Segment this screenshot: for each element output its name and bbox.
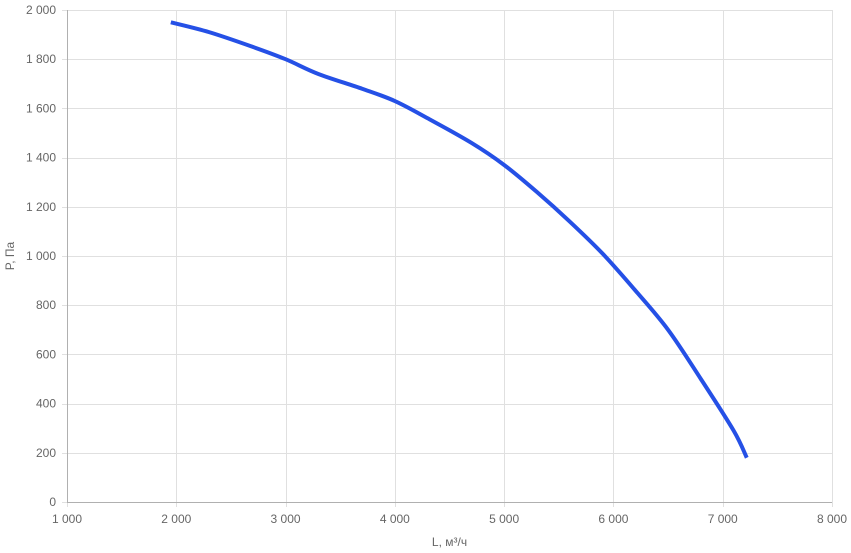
y-tick-label: 1 200 <box>26 200 56 214</box>
y-tick-label: 200 <box>36 446 56 460</box>
y-tick-label: 0 <box>49 495 56 509</box>
y-tick-label: 1 800 <box>26 52 56 66</box>
x-tick-label: 6 000 <box>598 512 628 526</box>
x-tick-label: 3 000 <box>271 512 301 526</box>
x-tick-labels: 1 000 2 000 3 000 4 000 5 000 6 000 7 000 8 000 <box>52 512 847 526</box>
x-axis-title: L, м³/ч <box>432 535 467 549</box>
x-tick-label: 1 000 <box>52 512 82 526</box>
y-tick-label: 800 <box>36 298 56 312</box>
y-tick-label: 600 <box>36 347 56 361</box>
x-tick-label: 4 000 <box>380 512 410 526</box>
axes <box>67 10 832 503</box>
y-tick-label: 1 000 <box>26 249 56 263</box>
x-tick-label: 8 000 <box>817 512 847 526</box>
series-line <box>170 20 749 459</box>
x-tick-label: 5 000 <box>489 512 519 526</box>
x-tick-label: 2 000 <box>161 512 191 526</box>
x-tick-label: 7 000 <box>708 512 738 526</box>
y-tick-label: 2 000 <box>26 3 56 17</box>
y-tick-label: 400 <box>36 397 56 411</box>
grid <box>62 10 833 507</box>
y-tick-label: 1 400 <box>26 151 56 165</box>
y-tick-labels: 0 200 400 600 800 1 000 1 200 1 400 1 600 1 800 2 … <box>26 3 56 509</box>
y-axis-title: P, Па <box>3 241 17 270</box>
series <box>170 20 749 459</box>
y-tick-label: 1 600 <box>26 101 56 115</box>
